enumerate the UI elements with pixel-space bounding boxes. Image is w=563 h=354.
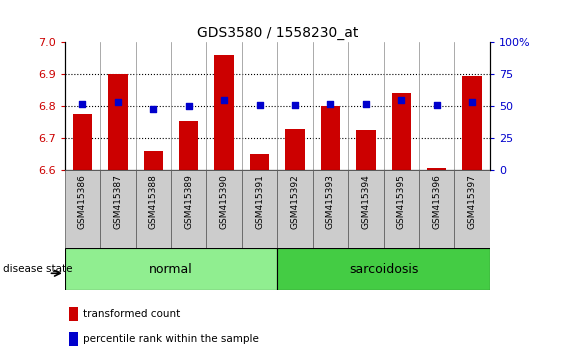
Title: GDS3580 / 1558230_at: GDS3580 / 1558230_at <box>196 26 358 40</box>
Text: transformed count: transformed count <box>83 309 180 319</box>
Point <box>432 102 441 108</box>
Bar <box>427 168 446 170</box>
Point <box>113 99 122 105</box>
Text: GSM415392: GSM415392 <box>291 174 300 229</box>
Bar <box>73 114 92 170</box>
Text: GSM415397: GSM415397 <box>468 174 477 229</box>
Text: GSM415395: GSM415395 <box>397 174 406 229</box>
Point <box>397 97 406 103</box>
Text: GSM415389: GSM415389 <box>184 174 193 229</box>
Bar <box>108 74 128 170</box>
Text: GSM415394: GSM415394 <box>361 174 370 229</box>
Text: GSM415386: GSM415386 <box>78 174 87 229</box>
Point <box>326 101 335 107</box>
Bar <box>348 170 383 248</box>
Text: GSM415387: GSM415387 <box>113 174 122 229</box>
FancyBboxPatch shape <box>278 248 490 290</box>
Point <box>255 102 264 108</box>
Bar <box>250 154 269 170</box>
Text: GSM415393: GSM415393 <box>326 174 335 229</box>
Bar <box>242 170 277 248</box>
Text: GSM415396: GSM415396 <box>432 174 441 229</box>
Point <box>78 101 87 107</box>
Bar <box>454 170 490 248</box>
Text: sarcoidosis: sarcoidosis <box>349 263 418 275</box>
Bar <box>356 130 376 170</box>
Bar <box>419 170 454 248</box>
Point <box>149 106 158 112</box>
Bar <box>215 55 234 170</box>
Point <box>361 101 370 107</box>
Bar <box>391 93 411 170</box>
Bar <box>144 151 163 170</box>
Text: normal: normal <box>149 263 193 275</box>
Bar <box>312 170 348 248</box>
Bar <box>278 170 312 248</box>
Text: GSM415388: GSM415388 <box>149 174 158 229</box>
FancyBboxPatch shape <box>65 248 278 290</box>
Text: GSM415390: GSM415390 <box>220 174 229 229</box>
Text: disease state: disease state <box>3 264 72 274</box>
Point <box>468 99 477 105</box>
Bar <box>285 129 305 170</box>
Point <box>184 103 193 109</box>
Text: percentile rank within the sample: percentile rank within the sample <box>83 333 258 344</box>
Point <box>291 102 300 108</box>
Bar <box>462 76 482 170</box>
Bar <box>321 106 340 170</box>
Point <box>220 97 229 103</box>
Bar <box>136 170 171 248</box>
Bar <box>65 170 100 248</box>
Bar <box>171 170 207 248</box>
Text: GSM415391: GSM415391 <box>255 174 264 229</box>
Bar <box>179 121 199 170</box>
Bar <box>69 332 78 346</box>
Bar <box>100 170 136 248</box>
Bar <box>383 170 419 248</box>
Bar <box>69 307 78 321</box>
Bar <box>207 170 242 248</box>
